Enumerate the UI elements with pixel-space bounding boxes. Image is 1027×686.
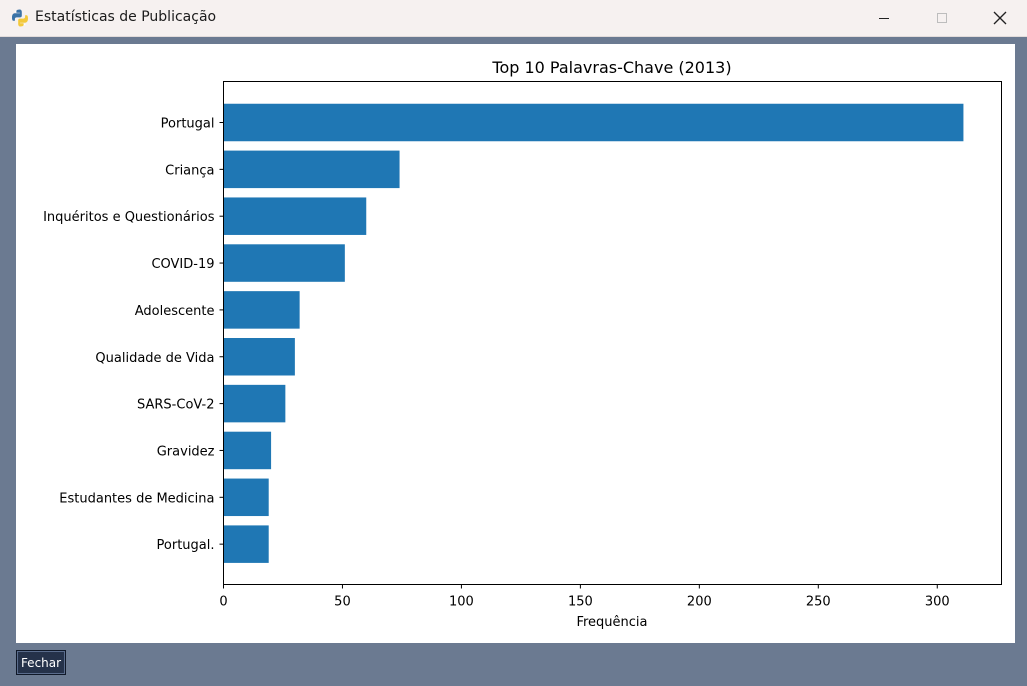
python-icon (10, 8, 30, 28)
x-axis-label: Frequência (576, 615, 647, 630)
x-tick-label: 50 (334, 595, 351, 610)
bar-chart: Top 10 Palavras-Chave (2013) 0 50 100 150 20… (43, 58, 1002, 630)
minimize-button[interactable] (861, 0, 907, 36)
y-tick-label: Estudantes de Medicina (59, 491, 214, 506)
maximize-icon (937, 13, 947, 23)
x-tick-label: 300 (925, 595, 950, 610)
y-tick-label: Portugal (161, 117, 215, 132)
x-tick-label: 250 (806, 595, 831, 610)
close-window-button[interactable]: Fechar (16, 650, 66, 675)
y-tick-label: Criança (165, 163, 214, 178)
bar (223, 244, 345, 282)
bar (223, 431, 272, 470)
bar (223, 291, 300, 329)
y-tick-label: Adolescente (135, 304, 215, 319)
x-tick-label: 0 (219, 595, 227, 610)
title-bar: Estatísticas de Publicação (0, 0, 1027, 37)
close-icon (993, 11, 1007, 25)
y-tick-label: SARS-CoV-2 (137, 398, 215, 413)
close-button[interactable] (977, 0, 1023, 36)
x-tick-label: 200 (687, 595, 712, 610)
window-title: Estatísticas de Publicação (35, 9, 217, 25)
bar (223, 525, 269, 563)
minimize-icon (879, 18, 889, 19)
y-tick-label: Gravidez (157, 444, 215, 459)
y-tick-label: COVID-19 (151, 257, 214, 272)
bar (223, 197, 367, 235)
x-tick-label: 150 (568, 595, 593, 610)
y-tick-label: Inquéritos e Questionários (43, 210, 215, 225)
bar (223, 384, 286, 423)
bar (223, 103, 964, 142)
maximize-button[interactable] (919, 0, 965, 36)
chart-panel: Top 10 Palavras-Chave (2013) 0 50 100 150 20… (16, 44, 1015, 643)
plot-frame (223, 81, 1002, 585)
y-tick-label: Qualidade de Vida (95, 351, 214, 366)
y-tick-label: Portugal. (157, 538, 215, 553)
x-tick-label: 100 (449, 595, 474, 610)
bar (223, 150, 400, 189)
bar (223, 478, 269, 517)
chart-title: Top 10 Palavras-Chave (2013) (491, 58, 731, 77)
bar (223, 338, 295, 376)
